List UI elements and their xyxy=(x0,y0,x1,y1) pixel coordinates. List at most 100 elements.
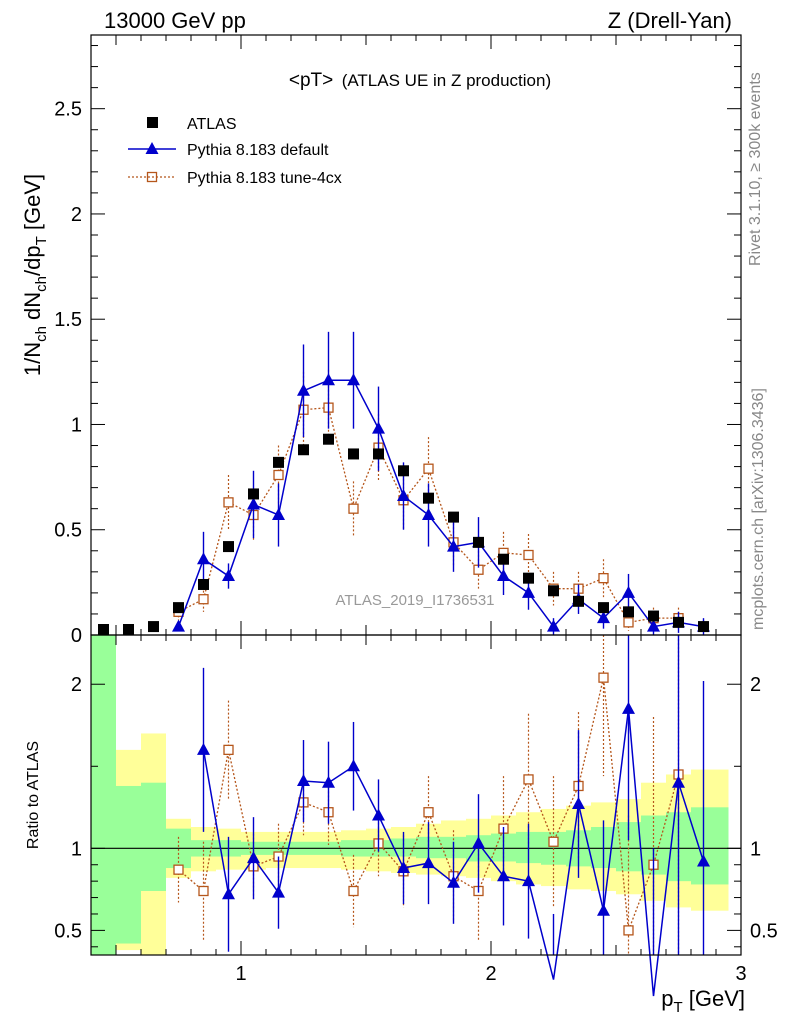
main-point-default xyxy=(322,373,335,386)
rivet-label: Rivet 3.1.10, ≥ 300k events xyxy=(747,72,764,266)
ratio-point-default xyxy=(347,759,360,772)
main-point-atlas xyxy=(173,602,184,614)
main-point-atlas xyxy=(248,488,259,500)
ratio-point-default xyxy=(422,856,435,869)
ratio-point-default xyxy=(597,903,610,916)
x-axis-label-unit: [GeV] xyxy=(683,986,745,1011)
ratio-y-tick-label-left: 2 xyxy=(71,674,82,696)
x-tick-label: 2 xyxy=(485,963,496,985)
main-point-4cx xyxy=(523,549,534,561)
ratio-point-default xyxy=(197,742,210,755)
main-point-atlas xyxy=(548,585,559,597)
main-point-atlas xyxy=(698,621,709,633)
x-tick-label: 3 xyxy=(735,963,746,985)
main-point-atlas xyxy=(523,572,534,584)
ratio-y-tick-label-right: 1 xyxy=(750,838,761,860)
y-tick-label: 1 xyxy=(71,414,82,436)
main-point-default xyxy=(272,508,285,520)
main-point-default xyxy=(597,611,610,624)
main-point-atlas xyxy=(348,448,359,460)
ratio-y-tick-label-right: 2 xyxy=(750,674,761,696)
header-left: 13000 GeV pp xyxy=(104,8,246,33)
ratio-point-default xyxy=(672,775,685,788)
ratio-point-default xyxy=(447,875,460,888)
ratio-point-4cx xyxy=(198,885,209,897)
main-point-4cx xyxy=(223,497,234,508)
main-point-4cx xyxy=(423,463,434,474)
ratio-point-4cx xyxy=(523,774,534,785)
main-point-default xyxy=(347,373,360,386)
y-axis-label-c-sub: T xyxy=(33,236,50,245)
main-line-4cx xyxy=(178,406,679,624)
chart-title: <pT> (ATLAS UE in Z production) xyxy=(289,70,551,91)
legend-label-default: Pythia 8.183 default xyxy=(187,142,329,159)
y-tick-label: 1.5 xyxy=(54,309,82,331)
main-point-default xyxy=(422,508,435,520)
main-panel-marks xyxy=(98,331,710,635)
main-point-default xyxy=(622,585,635,598)
stat-band-bin xyxy=(116,785,141,944)
main-point-4cx xyxy=(598,573,609,584)
x-axis-label-main: p xyxy=(661,986,673,1011)
main-point-atlas xyxy=(623,606,634,618)
main-point-atlas xyxy=(598,602,609,614)
ratio-point-default xyxy=(622,701,635,714)
y-tick-label: 2 xyxy=(71,204,82,226)
y-axis-label-d: [GeV] xyxy=(20,174,45,236)
chart-title-sub: (ATLAS UE in Z production) xyxy=(342,71,551,90)
main-point-atlas xyxy=(98,624,109,635)
main-point-default xyxy=(222,569,235,582)
x-axis-label-sub: T xyxy=(673,999,682,1016)
ratio-point-4cx xyxy=(548,836,559,847)
ratio-line-4cx xyxy=(178,677,680,931)
y-tick-label: 2.5 xyxy=(54,99,82,121)
ratio-point-4cx xyxy=(423,807,434,818)
y-axis-label-b: dN xyxy=(20,292,45,326)
main-point-default xyxy=(522,585,535,598)
legend-marker-default xyxy=(145,142,159,154)
ratio-point-4cx xyxy=(598,672,609,683)
ratio-point-default xyxy=(522,874,535,887)
ratio-point-default xyxy=(397,861,410,874)
main-point-default xyxy=(547,619,560,632)
x-tick-label: 1 xyxy=(235,963,246,985)
ratio-panel-marks xyxy=(91,635,741,997)
main-point-default xyxy=(397,489,410,502)
y-axis-label-a-sub: ch xyxy=(33,326,50,342)
ratio-point-default xyxy=(247,851,260,864)
legend: ATLAS Pythia 8.183 default Pythia 8.183 … xyxy=(128,116,342,187)
ratio-point-4cx xyxy=(223,744,234,756)
main-point-default xyxy=(647,619,660,632)
ratio-point-default xyxy=(572,797,585,810)
legend-marker-atlas xyxy=(147,117,158,128)
axis-ticks: 1 2 3 0 0.5 1 1.5 2 2.5 0.5 0.5 1 1 2 2 xyxy=(54,35,778,985)
main-point-atlas xyxy=(648,610,659,622)
analysis-watermark: ATLAS_2019_I1736531 xyxy=(335,592,494,609)
y-axis-label: 1/Nch dNch/dpT [GeV] xyxy=(20,174,50,376)
chart-title-main: <pT> xyxy=(289,70,333,91)
main-point-atlas xyxy=(573,595,584,607)
mcplots-label: mcplots.cern.ch [arXiv:1306.3436] xyxy=(750,388,767,630)
main-point-atlas xyxy=(323,433,334,445)
main-point-default xyxy=(297,383,310,396)
main-point-atlas xyxy=(298,444,309,456)
ratio-point-default xyxy=(272,885,285,898)
ratio-point-default xyxy=(497,869,510,882)
x-axis-label: pT [GeV] xyxy=(661,986,745,1016)
main-point-atlas xyxy=(398,465,409,477)
header-right: Z (Drell-Yan) xyxy=(608,8,732,33)
ratio-y-tick-label-left: 1 xyxy=(71,838,82,860)
main-point-default xyxy=(247,497,260,510)
legend-label-4cx: Pythia 8.183 tune-4cx xyxy=(187,170,342,187)
legend-marker-4cx xyxy=(146,171,158,183)
main-point-atlas xyxy=(123,624,134,635)
ratio-point-4cx xyxy=(348,885,359,897)
main-point-atlas xyxy=(498,553,509,565)
ratio-y-axis-label: Ratio to ATLAS xyxy=(25,741,42,849)
main-point-atlas xyxy=(673,616,684,628)
main-point-4cx xyxy=(198,594,209,605)
main-point-atlas xyxy=(198,578,209,590)
main-point-atlas xyxy=(423,492,434,504)
ratio-point-default xyxy=(297,774,310,787)
main-point-default xyxy=(197,552,210,565)
